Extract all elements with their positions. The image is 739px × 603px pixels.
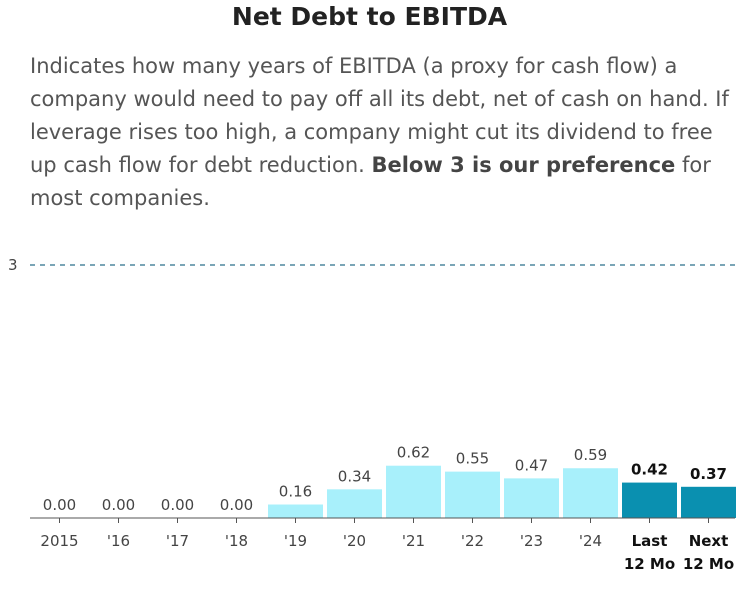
bar: [386, 465, 441, 518]
bar: [504, 478, 559, 518]
x-tick-label: Next 12 Mo: [682, 532, 735, 573]
value-label: 0.16: [279, 483, 312, 501]
value-label: 0.62: [397, 444, 430, 462]
x-tick-label: '20: [342, 532, 367, 550]
value-label: 0.00: [161, 496, 194, 514]
x-tick-label: '23: [519, 532, 544, 550]
value-label: 0.37: [690, 465, 727, 483]
chart-title: Net Debt to EBITDA: [231, 2, 508, 31]
value-label: 0.00: [102, 496, 135, 514]
value-label: 0.34: [338, 467, 371, 485]
bar: [268, 504, 323, 518]
value-label: 0.55: [456, 450, 489, 468]
value-label: 0.47: [515, 456, 548, 474]
bar: [327, 489, 382, 518]
x-tick-label: '22: [460, 532, 485, 550]
x-tick-label: '24: [578, 532, 603, 550]
x-tick-label: '18: [224, 532, 249, 550]
description: Indicates how many years of EBITDA (a pr…: [30, 50, 730, 215]
description-emphasis: Below 3 is our preference: [371, 153, 676, 177]
x-tick-label: Last 12 Mo: [623, 532, 676, 573]
bar: [563, 468, 618, 518]
bar: [622, 482, 677, 518]
description-text: for most companies.: [30, 153, 711, 210]
bar: [445, 471, 500, 518]
x-tick-label: '21: [401, 532, 426, 550]
value-label: 0.00: [220, 496, 253, 514]
x-tick-label: 2015: [40, 532, 79, 550]
value-label: 0.59: [574, 446, 607, 464]
y-tick-label: 3: [8, 256, 18, 274]
x-tick-label: '19: [283, 532, 308, 550]
x-tick-label: '16: [106, 532, 131, 550]
x-tick-label: '17: [165, 532, 190, 550]
bar: [681, 486, 736, 518]
value-label: 0.00: [43, 496, 76, 514]
value-label: 0.42: [631, 461, 668, 479]
description-text: Indicates how many years of EBITDA (a pr…: [30, 54, 729, 177]
